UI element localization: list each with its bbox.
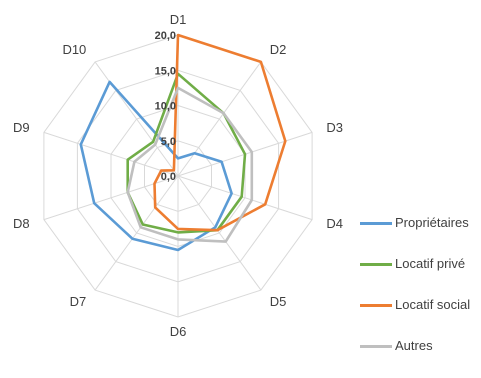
tick-label-1: 5,0 (161, 136, 176, 148)
radial-tick-labels: 0,0 5,0 10,0 15,0 20,0 (155, 30, 176, 183)
category-label-d2: D2 (270, 42, 287, 57)
series-line-2 (153, 33, 287, 232)
tick-label-2: 10,0 (155, 101, 176, 113)
legend-item-1: Locatif privé (360, 255, 481, 274)
category-label-d6: D6 (170, 324, 187, 339)
grid-spoke-4 (177, 175, 313, 221)
grid-spoke-5 (177, 175, 262, 291)
category-label-d7: D7 (70, 294, 87, 309)
category-label-d8: D8 (13, 216, 30, 231)
grid-spoke-2 (177, 61, 262, 177)
series-line-3 (126, 86, 254, 243)
category-label-d4: D4 (326, 216, 343, 231)
tick-label-0: 0,0 (161, 171, 176, 183)
category-label-d1: D1 (170, 12, 187, 27)
series-line-1 (126, 72, 247, 234)
grid-spoke-9 (43, 131, 179, 177)
category-label-d9: D9 (13, 120, 30, 135)
series-line-0 (79, 80, 233, 252)
legend-item-2: Locatif social (360, 296, 481, 315)
legend-label-0: Propriétaires (395, 215, 469, 230)
category-label-d3: D3 (326, 120, 343, 135)
radar-series (79, 33, 287, 252)
legend-item-3: Autres (360, 337, 481, 356)
legend-swatch-2 (360, 304, 392, 307)
tick-label-4: 20,0 (155, 30, 176, 42)
category-label-d10: D10 (62, 42, 86, 57)
legend-swatch-0 (360, 222, 392, 225)
legend-label-3: Autres (395, 338, 433, 353)
grid-spoke-7 (94, 175, 179, 291)
legend-label-1: Locatif privé (395, 256, 466, 271)
legend-item-0: Propriétaires (360, 214, 481, 233)
legend-label-2: Locatif social (395, 297, 471, 312)
category-labels: D1 D2 D3 D4 D5 D6 D7 D8 D9 D10 (13, 12, 343, 339)
legend-swatch-3 (360, 345, 392, 348)
legend: Propriétaires Locatif privé Locatif social… (360, 214, 481, 378)
legend-swatch-1 (360, 263, 392, 266)
category-label-d5: D5 (270, 294, 287, 309)
tick-label-3: 15,0 (155, 65, 176, 77)
radar-chart: 0,0 5,0 10,0 15,0 20,0 D1 D2 D3 D4 D5 D6 D7 D8 D9 D10 (13, 12, 343, 339)
